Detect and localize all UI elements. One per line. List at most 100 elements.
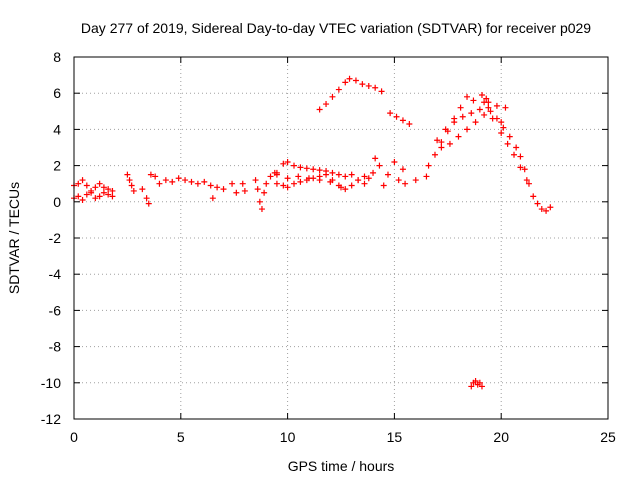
- data-point: [547, 204, 554, 211]
- data-point: [361, 173, 368, 180]
- data-point: [464, 126, 471, 133]
- data-point: [327, 178, 334, 185]
- data-point: [498, 130, 505, 137]
- y-tick-label: -8: [49, 339, 62, 355]
- x-tick-label: 15: [387, 429, 403, 445]
- data-point: [348, 171, 355, 178]
- data-point: [109, 193, 116, 200]
- data-point: [169, 178, 176, 185]
- data-point: [143, 195, 150, 202]
- data-point: [376, 162, 383, 169]
- y-tick-label: -10: [41, 375, 61, 391]
- data-point: [209, 195, 216, 202]
- x-axis-label: GPS time / hours: [288, 458, 395, 474]
- data-point: [538, 206, 545, 213]
- series-cluster-14-15: [365, 155, 409, 189]
- data-point: [438, 144, 445, 151]
- y-tick-label: -12: [41, 411, 61, 427]
- data-point: [459, 113, 466, 120]
- data-point: [511, 151, 518, 158]
- data-point: [498, 119, 505, 126]
- data-point: [291, 162, 298, 169]
- data-point: [412, 177, 419, 184]
- data-point: [75, 180, 82, 187]
- data-point: [100, 189, 107, 196]
- data-point: [431, 151, 438, 158]
- series-rise-8-9: [252, 169, 278, 213]
- y-tick-label: -4: [49, 266, 62, 282]
- data-point: [517, 153, 524, 160]
- series-outlier-19: [468, 377, 485, 390]
- data-point: [273, 180, 280, 187]
- data-point: [109, 187, 116, 194]
- data-point: [75, 193, 82, 200]
- data-point: [478, 383, 485, 390]
- data-point: [384, 171, 391, 178]
- data-point: [100, 184, 107, 191]
- data-point: [273, 171, 280, 178]
- data-point: [372, 155, 379, 162]
- x-tick-label: 10: [280, 429, 296, 445]
- data-point: [284, 184, 291, 191]
- data-point: [329, 93, 336, 100]
- data-point: [152, 173, 159, 180]
- y-tick-label: 8: [53, 49, 61, 65]
- grid-lines: [74, 57, 608, 419]
- data-point: [323, 171, 330, 178]
- data-point: [451, 119, 458, 126]
- y-tick-label: 4: [53, 121, 61, 137]
- series-band-4-7: [156, 175, 227, 193]
- data-point: [207, 182, 214, 189]
- data-point: [233, 189, 240, 196]
- series-rise-16-18: [425, 93, 477, 169]
- data-point: [139, 186, 146, 193]
- data-point: [476, 106, 483, 113]
- data-point: [468, 383, 475, 390]
- data-point: [145, 200, 152, 207]
- series-arc-11-14: [316, 75, 385, 113]
- data-point: [214, 184, 221, 191]
- data-point: [267, 173, 274, 180]
- data-point: [79, 196, 86, 203]
- data-point: [472, 119, 479, 126]
- data-point: [513, 144, 520, 151]
- data-point: [335, 171, 342, 178]
- data-point: [96, 193, 103, 200]
- series-early-lower: [71, 189, 116, 203]
- data-point: [530, 193, 537, 200]
- data-point: [523, 177, 530, 184]
- data-point: [175, 175, 182, 182]
- data-point: [365, 175, 372, 182]
- data-point: [438, 139, 445, 146]
- data-point: [425, 162, 432, 169]
- data-point: [472, 377, 479, 384]
- axis-ticks: [73, 56, 609, 420]
- data-point: [229, 180, 236, 187]
- y-tick-label: 6: [53, 85, 61, 101]
- data-point: [96, 180, 103, 187]
- data-point: [316, 106, 323, 113]
- data-point: [506, 133, 513, 140]
- data-point: [355, 177, 362, 184]
- data-point: [393, 113, 400, 120]
- data-point: [124, 171, 131, 178]
- data-point: [372, 84, 379, 91]
- series-step-16: [412, 173, 430, 184]
- data-point: [391, 158, 398, 165]
- data-point: [305, 175, 312, 182]
- data-point: [352, 77, 359, 84]
- data-point: [493, 115, 500, 122]
- data-point: [156, 180, 163, 187]
- chart-title: Day 277 of 2019, Sidereal Day-to-day VTE…: [81, 20, 591, 36]
- y-tick-labels: 8 6 4 2 0 -2 -4 -6 -8 -10 -12: [41, 49, 61, 427]
- data-point: [194, 180, 201, 187]
- data-point: [284, 175, 291, 182]
- x-tick-label: 5: [177, 429, 185, 445]
- data-point: [346, 75, 353, 82]
- data-point: [361, 180, 368, 187]
- data-point: [387, 110, 394, 117]
- data-point: [280, 160, 287, 167]
- data-point: [365, 82, 372, 89]
- x-tick-label: 20: [493, 429, 509, 445]
- data-point: [476, 379, 483, 386]
